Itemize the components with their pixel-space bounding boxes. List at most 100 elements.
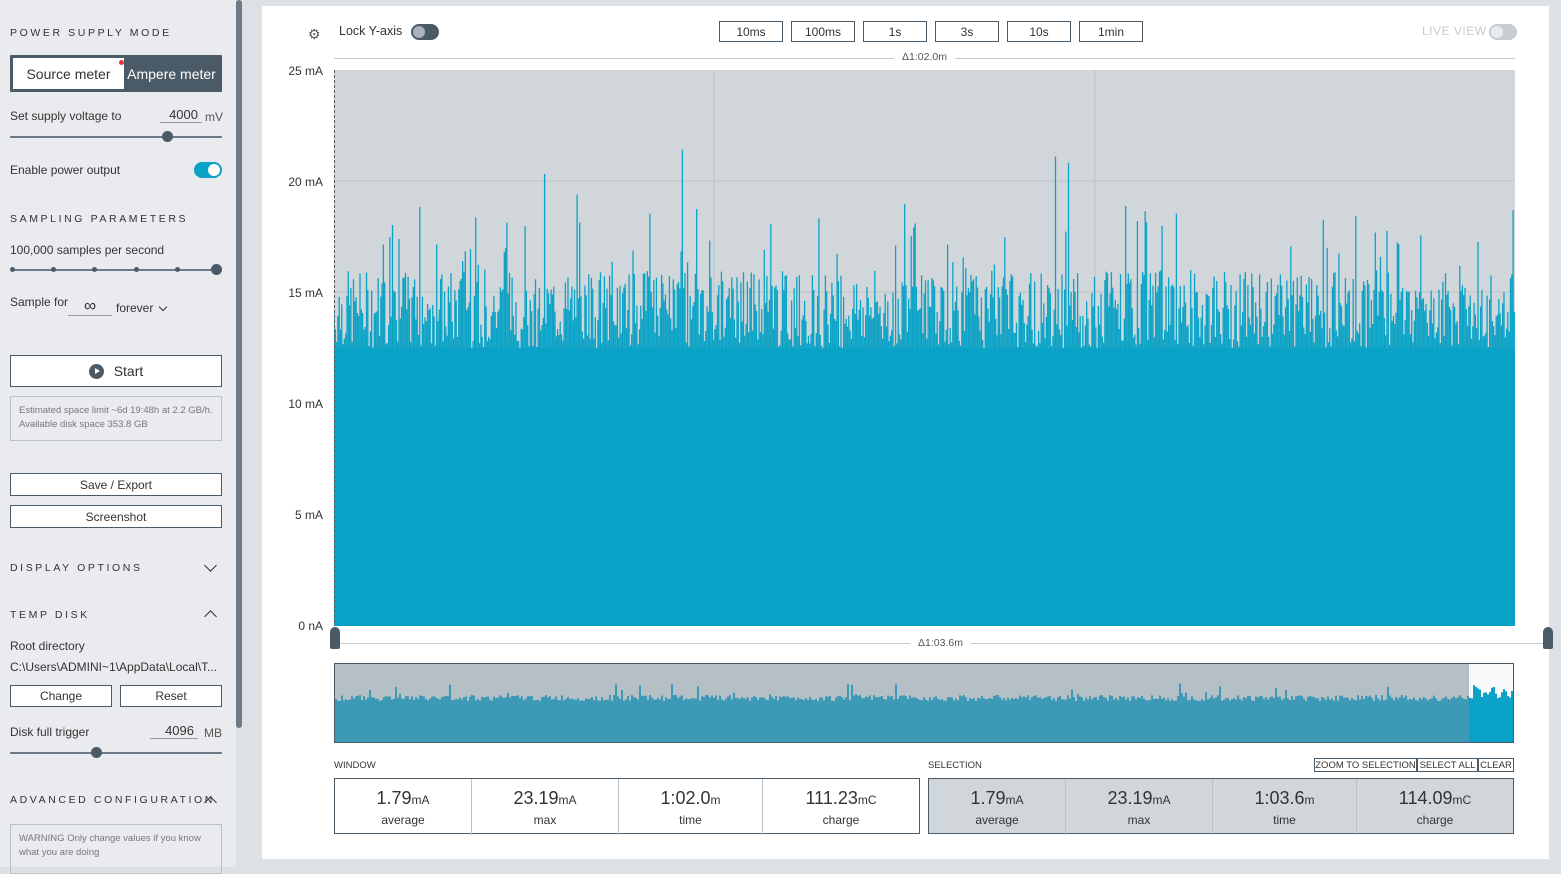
- minimap-bar: [1351, 698, 1353, 703]
- voltage-slider-handle[interactable]: [162, 131, 173, 142]
- voltage-input[interactable]: 4000: [160, 107, 202, 123]
- minimap-bar: [1363, 699, 1365, 703]
- live-view-toggle[interactable]: [1489, 24, 1517, 40]
- minimap-bar: [869, 695, 871, 703]
- minimap-bar: [813, 700, 815, 703]
- minimap-bar: [891, 695, 893, 703]
- main-chart[interactable]: [334, 70, 1515, 626]
- minimap-bar: [561, 695, 563, 703]
- minimap-bar: [477, 699, 479, 703]
- minimap-bar: [993, 696, 995, 703]
- power-output-toggle[interactable]: [194, 162, 222, 178]
- sample-rate-handle[interactable]: [211, 264, 222, 275]
- gear-icon[interactable]: ⚙: [308, 26, 321, 42]
- minimap-bar: [1085, 697, 1087, 703]
- temp-disk-title[interactable]: TEMP DISK: [10, 609, 90, 621]
- disk-trigger-handle[interactable]: [91, 747, 102, 758]
- right-range-handle[interactable]: [1543, 627, 1553, 649]
- start-button[interactable]: Start: [10, 355, 222, 387]
- minimap-bar: [933, 697, 935, 703]
- minimap-bar: [963, 695, 965, 703]
- minimap-bar: [395, 687, 397, 703]
- minimap[interactable]: [334, 663, 1514, 743]
- minimap-window-bar: [1491, 687, 1493, 701]
- select-all-button[interactable]: SELECT ALL: [1417, 758, 1478, 772]
- minimap-bar: [905, 696, 907, 703]
- minimap-window-bar: [1483, 692, 1485, 701]
- minimap-bar: [1297, 695, 1299, 703]
- ampere-meter-button[interactable]: Ampere meter: [127, 65, 216, 82]
- minimap-bar: [455, 698, 457, 703]
- disk-trigger-unit: MB: [204, 726, 222, 740]
- disk-trigger-label: Disk full trigger: [10, 725, 90, 739]
- disk-trigger-input[interactable]: 4096: [150, 723, 198, 739]
- sidebar-scrollbar[interactable]: [236, 0, 242, 728]
- time-button-1s[interactable]: 1s: [863, 21, 927, 42]
- save-export-button[interactable]: Save / Export: [10, 473, 222, 496]
- minimap-bar: [367, 697, 369, 703]
- sample-for-dropdown[interactable]: forever: [116, 301, 167, 315]
- clear-button[interactable]: CLEAR: [1478, 758, 1514, 772]
- stat-name: max: [1127, 812, 1151, 827]
- minimap-bar: [657, 697, 659, 703]
- y-tick-label: 0 nA: [298, 619, 323, 633]
- voltage-slider[interactable]: [10, 136, 222, 138]
- stat-name: charge: [1416, 812, 1454, 827]
- stat-value: 23.19: [1107, 787, 1153, 808]
- minimap-bar: [681, 695, 683, 703]
- minimap-bar: [731, 699, 733, 703]
- minimap-bar: [871, 699, 873, 703]
- minimap-bar: [767, 699, 769, 703]
- minimap-bar: [643, 695, 645, 703]
- minimap-bar: [1027, 695, 1029, 703]
- screenshot-button[interactable]: Screenshot: [10, 505, 222, 528]
- time-button-10ms[interactable]: 10ms: [719, 21, 783, 42]
- minimap-bar: [1195, 700, 1197, 703]
- reset-button[interactable]: Reset: [120, 685, 222, 707]
- change-button[interactable]: Change: [10, 685, 112, 707]
- time-button-10s[interactable]: 10s: [1007, 21, 1071, 42]
- minimap-bar: [467, 700, 469, 703]
- minimap-bar: [999, 697, 1001, 703]
- minimap-bar: [1317, 698, 1319, 703]
- minimap-bar: [811, 699, 813, 703]
- minimap-bar: [1201, 698, 1203, 703]
- minimap-bar: [851, 684, 853, 703]
- minimap-bar: [391, 699, 393, 703]
- minimap-bar: [469, 696, 471, 703]
- sample-for-input[interactable]: ∞: [68, 297, 112, 316]
- minimap-bar: [975, 700, 977, 703]
- advanced-title[interactable]: ADVANCED CONFIGURATION: [10, 794, 215, 806]
- zoom-to-selection-button[interactable]: ZOOM TO SELECTION: [1314, 758, 1417, 772]
- time-button-3s[interactable]: 3s: [935, 21, 999, 42]
- minimap-window-bar: [1507, 696, 1509, 701]
- minimap-bar: [567, 697, 569, 703]
- disk-trigger-slider[interactable]: [10, 752, 222, 754]
- minimap-bar: [617, 696, 619, 703]
- minimap-bar: [411, 696, 413, 703]
- chevron-up-icon[interactable]: [204, 610, 217, 623]
- time-button-100ms[interactable]: 100ms: [791, 21, 855, 42]
- stat-value: 23.19: [513, 787, 559, 808]
- minimap-bar: [579, 700, 581, 703]
- minimap-bar: [471, 694, 473, 703]
- stat-unit: mA: [411, 792, 430, 807]
- display-options-title[interactable]: DISPLAY OPTIONS: [10, 562, 143, 574]
- minimap-bar: [1103, 697, 1105, 703]
- minimap-bar: [457, 699, 459, 703]
- y-tick-label: 25 mA: [288, 64, 323, 78]
- minimap-bar: [1089, 696, 1091, 703]
- chevron-down-icon[interactable]: [204, 559, 217, 572]
- minimap-bar: [825, 696, 827, 703]
- minimap-bar: [901, 695, 903, 703]
- minimap-bar: [859, 695, 861, 703]
- minimap-bar: [399, 694, 401, 703]
- minimap-bar: [793, 697, 795, 703]
- source-meter-button[interactable]: Source meter: [13, 58, 124, 89]
- sample-rate-slider[interactable]: [12, 269, 218, 271]
- left-range-handle[interactable]: [330, 627, 340, 649]
- minimap-bar: [1339, 695, 1341, 703]
- minimap-bar: [545, 695, 547, 703]
- lock-y-axis-toggle[interactable]: [411, 24, 439, 40]
- time-button-1min[interactable]: 1min: [1079, 21, 1143, 42]
